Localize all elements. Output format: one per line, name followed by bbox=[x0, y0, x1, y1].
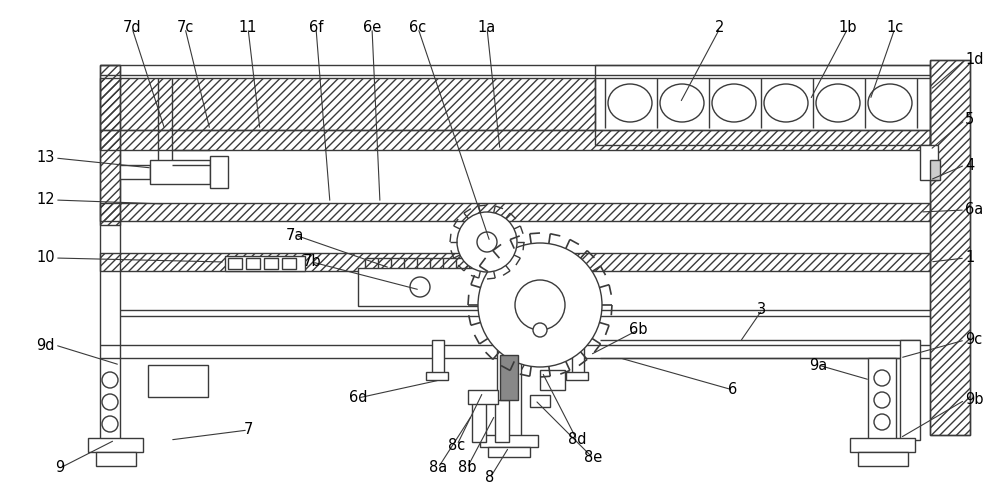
Text: 9b: 9b bbox=[965, 392, 984, 407]
Bar bbox=[96, 452, 136, 466]
Text: 5: 5 bbox=[965, 113, 974, 127]
Circle shape bbox=[102, 416, 118, 432]
Text: 1: 1 bbox=[965, 250, 974, 265]
Text: 8a: 8a bbox=[429, 461, 447, 475]
Bar bbox=[500, 355, 518, 400]
Bar bbox=[150, 160, 210, 184]
Bar bbox=[572, 340, 584, 375]
Text: 6e: 6e bbox=[363, 20, 381, 36]
Text: 6: 6 bbox=[728, 383, 738, 398]
Text: 9c: 9c bbox=[965, 332, 982, 347]
Bar bbox=[225, 256, 305, 271]
Bar bbox=[432, 340, 444, 375]
Text: 7b: 7b bbox=[303, 255, 321, 269]
Circle shape bbox=[410, 277, 430, 297]
Bar bbox=[100, 65, 120, 445]
Text: 8d: 8d bbox=[568, 432, 586, 447]
Text: 12: 12 bbox=[36, 192, 55, 207]
Text: 11: 11 bbox=[239, 20, 257, 36]
Bar bbox=[850, 438, 915, 452]
Bar bbox=[100, 65, 120, 225]
Ellipse shape bbox=[712, 84, 756, 122]
Text: 13: 13 bbox=[37, 150, 55, 165]
Circle shape bbox=[457, 212, 517, 272]
Bar bbox=[920, 145, 938, 180]
Bar bbox=[472, 400, 486, 442]
Ellipse shape bbox=[764, 84, 808, 122]
Bar bbox=[210, 156, 228, 188]
Bar bbox=[566, 372, 588, 380]
Bar bbox=[426, 372, 448, 380]
Bar bbox=[530, 395, 550, 407]
Text: 9a: 9a bbox=[809, 358, 827, 372]
Circle shape bbox=[515, 280, 565, 330]
Text: 9d: 9d bbox=[36, 338, 55, 352]
Text: 2: 2 bbox=[715, 20, 725, 36]
Text: 7d: 7d bbox=[123, 20, 141, 36]
Bar bbox=[358, 268, 493, 306]
Bar bbox=[900, 340, 920, 440]
Bar bbox=[868, 358, 896, 443]
Bar bbox=[100, 130, 930, 150]
Text: 6a: 6a bbox=[965, 203, 983, 218]
Text: 6f: 6f bbox=[309, 20, 323, 36]
Circle shape bbox=[874, 414, 890, 430]
Circle shape bbox=[102, 372, 118, 388]
Text: 8b: 8b bbox=[458, 461, 476, 475]
Bar bbox=[100, 203, 930, 221]
Bar bbox=[930, 60, 970, 435]
Text: 8e: 8e bbox=[584, 450, 602, 466]
Circle shape bbox=[874, 370, 890, 386]
Text: 1a: 1a bbox=[478, 20, 496, 36]
Ellipse shape bbox=[816, 84, 860, 122]
Ellipse shape bbox=[868, 84, 912, 122]
Bar bbox=[497, 340, 521, 440]
Circle shape bbox=[102, 394, 118, 410]
Text: 6c: 6c bbox=[409, 20, 427, 36]
Text: 9: 9 bbox=[55, 461, 65, 475]
Bar bbox=[100, 253, 930, 271]
Bar bbox=[282, 258, 296, 269]
Text: 1b: 1b bbox=[839, 20, 857, 36]
Bar bbox=[88, 438, 143, 452]
Text: 4: 4 bbox=[965, 158, 974, 172]
Bar bbox=[264, 258, 278, 269]
Bar bbox=[595, 65, 930, 145]
Text: 6b: 6b bbox=[629, 323, 647, 338]
Bar bbox=[468, 390, 498, 404]
Circle shape bbox=[478, 243, 602, 367]
Text: 7: 7 bbox=[243, 423, 253, 438]
Text: 1d: 1d bbox=[965, 53, 984, 67]
Bar bbox=[120, 165, 150, 179]
Ellipse shape bbox=[608, 84, 652, 122]
Bar bbox=[480, 435, 538, 447]
Bar bbox=[495, 400, 509, 442]
Text: 1c: 1c bbox=[886, 20, 904, 36]
Text: 8c: 8c bbox=[448, 438, 466, 452]
Text: 6d: 6d bbox=[349, 390, 367, 406]
Text: 7a: 7a bbox=[286, 227, 304, 243]
Circle shape bbox=[533, 323, 547, 337]
Bar bbox=[488, 447, 530, 457]
Circle shape bbox=[477, 232, 497, 252]
Bar bbox=[228, 258, 242, 269]
Bar bbox=[930, 60, 970, 435]
Text: 10: 10 bbox=[36, 250, 55, 265]
Bar bbox=[930, 160, 940, 180]
Bar bbox=[246, 258, 260, 269]
Ellipse shape bbox=[660, 84, 704, 122]
Bar bbox=[148, 365, 208, 397]
Bar bbox=[540, 370, 565, 390]
Text: 3: 3 bbox=[757, 303, 767, 318]
Text: 8: 8 bbox=[485, 470, 495, 486]
Circle shape bbox=[874, 392, 890, 408]
Text: 7c: 7c bbox=[176, 20, 194, 36]
Bar bbox=[858, 452, 908, 466]
Bar bbox=[100, 78, 595, 130]
